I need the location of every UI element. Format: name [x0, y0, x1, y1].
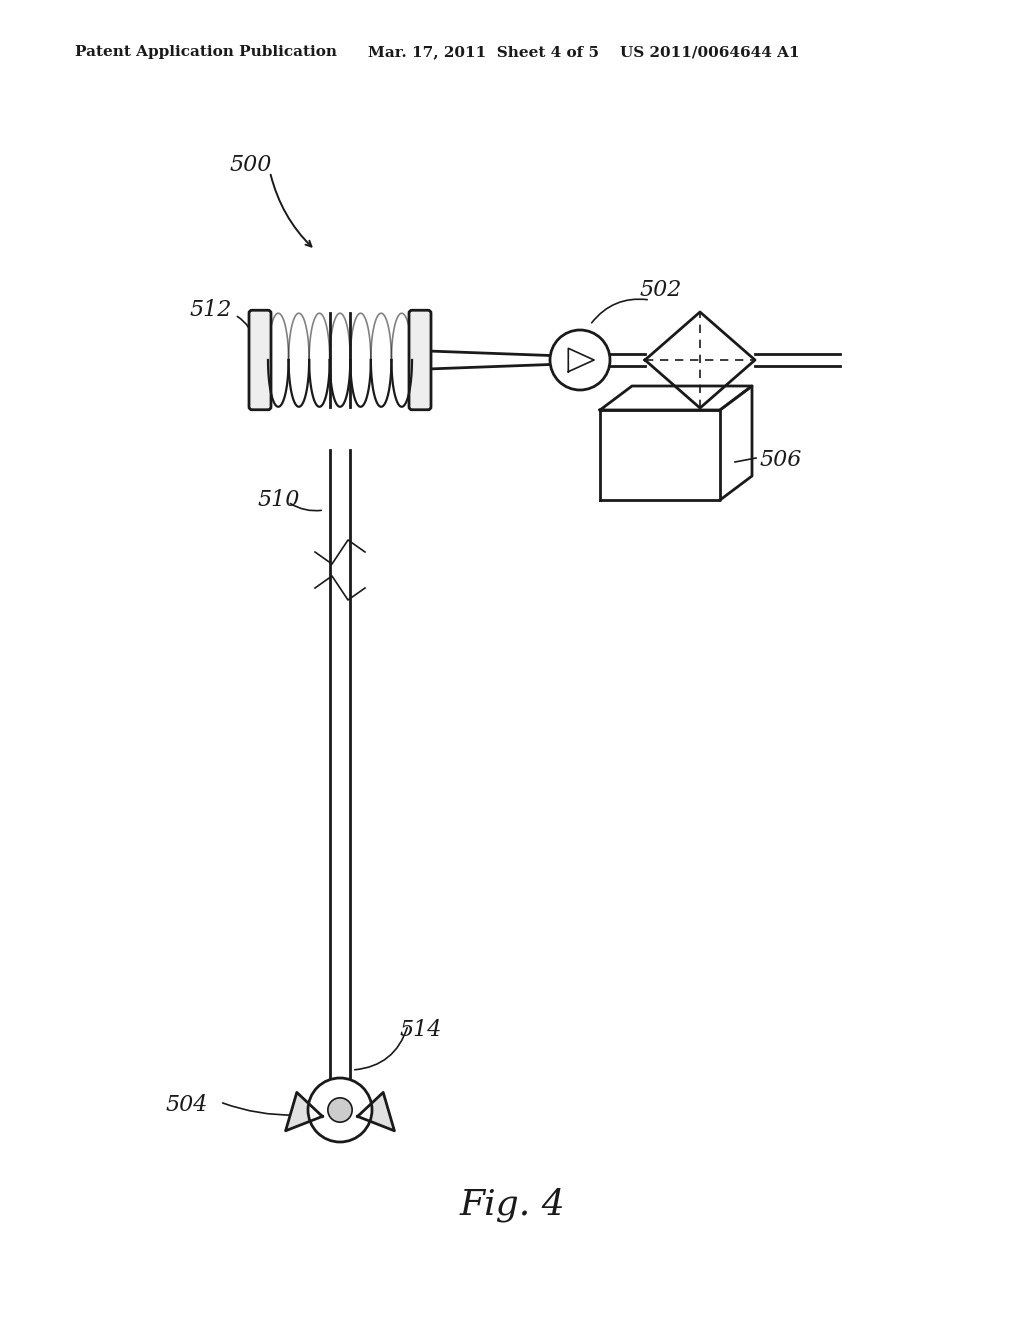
Text: Mar. 17, 2011  Sheet 4 of 5: Mar. 17, 2011 Sheet 4 of 5 — [368, 45, 599, 59]
Text: US 2011/0064644 A1: US 2011/0064644 A1 — [620, 45, 800, 59]
Circle shape — [328, 1098, 352, 1122]
Text: 504: 504 — [165, 1094, 208, 1115]
Text: 514: 514 — [400, 1019, 442, 1041]
FancyBboxPatch shape — [249, 310, 271, 409]
Text: 500: 500 — [230, 154, 272, 176]
Text: 502: 502 — [640, 279, 682, 301]
FancyBboxPatch shape — [409, 310, 431, 409]
Text: 506: 506 — [760, 449, 803, 471]
Text: 510: 510 — [258, 488, 300, 511]
Polygon shape — [286, 1093, 323, 1131]
Text: Fig. 4: Fig. 4 — [459, 1188, 565, 1222]
Circle shape — [308, 1078, 372, 1142]
Circle shape — [550, 330, 610, 389]
Text: Patent Application Publication: Patent Application Publication — [75, 45, 337, 59]
Text: 512: 512 — [190, 300, 232, 321]
Polygon shape — [357, 1093, 394, 1131]
